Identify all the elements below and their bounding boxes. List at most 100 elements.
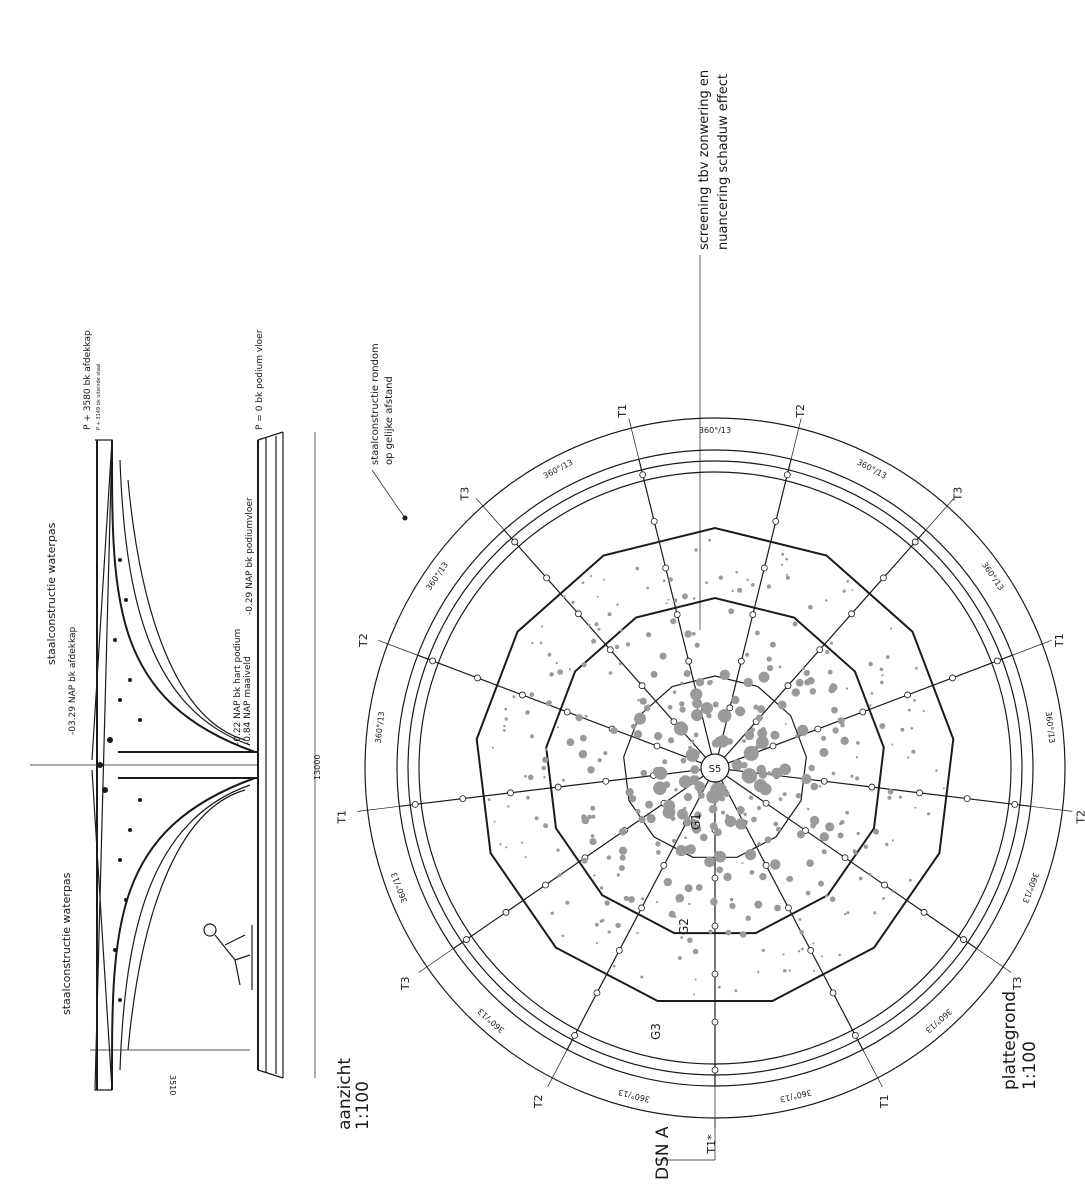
shading-dot — [821, 735, 827, 741]
shading-dot — [717, 985, 721, 989]
shading-dot — [562, 595, 566, 598]
angle-label: 360°/13 — [980, 560, 1006, 592]
shading-dot — [748, 795, 754, 800]
truss-node — [660, 862, 668, 869]
shading-dot — [697, 790, 702, 795]
shading-dot — [604, 900, 610, 906]
shading-dot — [504, 707, 508, 711]
shading-dot — [557, 669, 563, 675]
shading-dot — [603, 751, 608, 756]
shading-dot — [660, 787, 663, 790]
shading-dot — [680, 757, 687, 764]
shading-dot — [700, 702, 714, 715]
shading-dot — [556, 726, 560, 729]
shading-dot — [744, 730, 755, 741]
shading-dot — [852, 849, 857, 853]
shading-dot — [821, 849, 827, 855]
shading-dot — [655, 841, 661, 847]
shading-dot — [549, 672, 554, 677]
shading-dot — [499, 843, 502, 846]
shading-dot — [741, 762, 748, 769]
plate-edge — [257, 1069, 284, 1079]
shading-dot — [858, 876, 863, 881]
shading-dot — [913, 698, 916, 702]
truss-node — [507, 789, 514, 797]
shading-dot — [608, 671, 613, 675]
shading-dot — [540, 625, 544, 628]
shading-dot — [910, 727, 914, 730]
view-title: plattegrond — [1000, 991, 1020, 1090]
shading-dot — [640, 975, 644, 979]
shading-dot — [504, 717, 508, 721]
shading-dot — [737, 587, 743, 593]
shading-dot — [662, 579, 666, 583]
shading-dot — [531, 641, 534, 645]
shading-dot — [706, 789, 721, 804]
shading-dot — [662, 806, 676, 819]
shading-dot — [595, 922, 599, 927]
shading-dot — [775, 826, 782, 832]
shading-dot — [649, 819, 652, 823]
angle-label: 360°/13 — [1021, 871, 1041, 904]
shading-dot — [710, 898, 718, 906]
shading-dot — [770, 859, 781, 870]
shading-dot — [707, 680, 713, 686]
section-label: DSN A — [653, 1126, 673, 1180]
shading-dot — [797, 724, 809, 737]
truss-node — [749, 611, 757, 618]
shading-dot — [678, 775, 692, 789]
shading-dot — [588, 623, 591, 627]
shading-dot — [502, 729, 506, 732]
truss-node — [662, 564, 670, 572]
truss-node — [760, 564, 768, 572]
truss-node — [638, 904, 645, 912]
shading-dot — [837, 832, 844, 839]
shading-dot — [640, 769, 648, 777]
shading-dot — [505, 846, 508, 849]
truss-label: T2 — [357, 633, 370, 648]
truss-extension — [628, 418, 640, 460]
shading-dot — [695, 884, 703, 891]
shading-dot — [900, 727, 905, 732]
shading-dot — [565, 900, 570, 905]
shading-dot — [766, 656, 772, 662]
shading-dot — [942, 787, 945, 790]
shading-dot — [493, 820, 496, 823]
shading-dot — [691, 631, 696, 636]
truss-extension — [357, 805, 400, 812]
shading-dot — [782, 953, 785, 956]
shading-dot — [619, 827, 627, 836]
shading-dot — [623, 895, 629, 902]
shading-dot — [907, 756, 910, 759]
truss-extension — [476, 498, 505, 531]
center-label: S5 — [709, 764, 722, 775]
shading-dot — [659, 652, 667, 660]
shell-profile-inner — [127, 789, 246, 1051]
shading-dot — [846, 911, 850, 915]
truss-node — [762, 799, 770, 807]
shading-dot — [578, 750, 588, 759]
shading-dot — [587, 814, 592, 820]
shading-dot — [593, 874, 596, 877]
shading-dot — [597, 627, 601, 631]
truss-node — [904, 691, 912, 699]
shading-dot — [637, 698, 640, 702]
truss-node — [563, 708, 571, 716]
roof-rib — [91, 769, 113, 1091]
shading-dot — [791, 688, 800, 697]
truss-node — [848, 610, 856, 618]
shading-dot — [512, 695, 516, 699]
truss-node — [911, 538, 919, 546]
shading-dot — [882, 897, 885, 900]
shading-dot — [616, 603, 619, 606]
shading-dot — [679, 701, 685, 707]
level-label: -0.29 NAP bk podiumvloer — [245, 497, 255, 615]
shading-dot — [590, 805, 596, 811]
shading-dot — [845, 687, 849, 690]
shading-dot — [694, 548, 698, 552]
shading-dot — [589, 838, 597, 846]
truss-extension — [418, 948, 454, 973]
shading-dot — [726, 738, 733, 745]
truss-extension — [1030, 805, 1073, 812]
shading-dot — [668, 737, 675, 744]
